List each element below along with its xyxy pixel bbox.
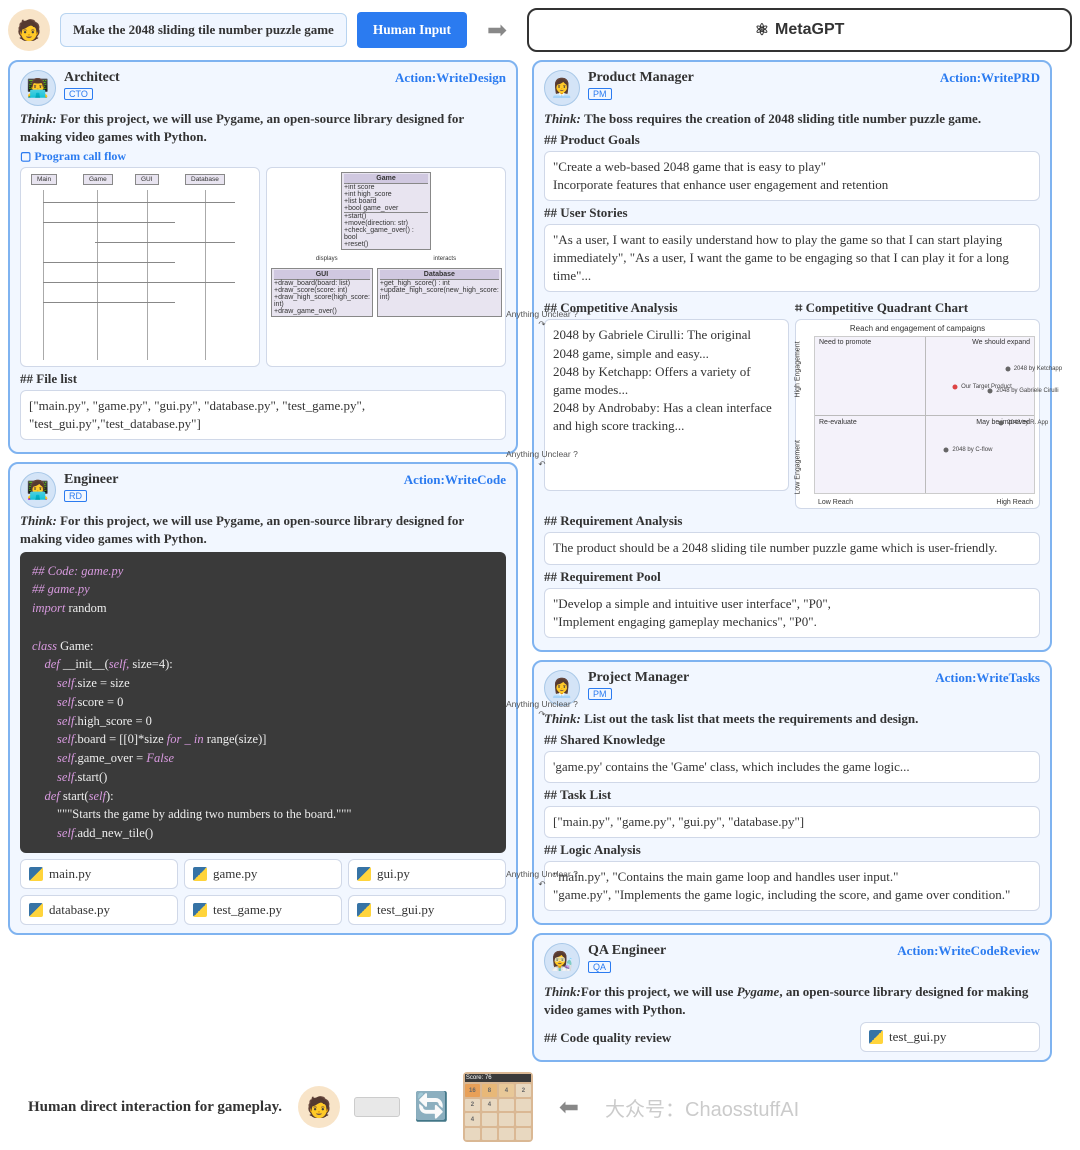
pm-think: Think: The boss requires the creation of… [544,110,1040,128]
human-avatar: 🧑 [8,9,50,51]
engineer-files: main.py game.py gui.py database.py test_… [20,859,506,925]
projm-name: Project Manager [588,670,689,686]
goals-box: "Create a web-based 2048 game that is ea… [544,151,1040,201]
refresh-icon: 🔄 [414,1090,449,1124]
keyboard-icon [354,1097,400,1117]
engineer-action: Action:WriteCode [404,472,506,488]
python-icon [29,867,43,881]
infinity-icon: ⚛ [755,20,769,40]
file-chip[interactable]: database.py [20,895,178,925]
python-icon [357,903,371,917]
python-icon [29,903,43,917]
bottom-caption: Human direct interaction for gameplay. [28,1099,282,1116]
file-chip[interactable]: test_game.py [184,895,342,925]
engineer-card: 👩‍💻 Engineer RD Action:WriteCode Think: … [8,462,518,934]
qa-avatar: 👩‍🔬 [544,943,580,979]
qa-action: Action:WriteCodeReview [897,943,1040,959]
python-icon [193,903,207,917]
qa-file-chip[interactable]: test_gui.py [860,1022,1040,1052]
main-layout: 👨‍💻 Architect CTO Action:WriteDesign Thi… [8,60,1072,1062]
comp-heading: ## Competitive Analysis [544,300,789,316]
file-chip[interactable]: main.py [20,859,178,889]
code-block: ## Code: game.py ## game.py import rando… [20,552,506,853]
quality-heading: ## Code quality review [544,1030,852,1046]
filelist-heading: ## File list [20,371,506,387]
arrow-to-metagpt-icon: ➡ [487,16,507,45]
task-box: ["main.py", "game.py", "gui.py", "databa… [544,806,1040,838]
pm-name: Product Manager [588,70,694,86]
shared-heading: ## Shared Knowledge [544,732,1040,748]
architect-card: 👨‍💻 Architect CTO Action:WriteDesign Thi… [8,60,518,454]
game-preview: Score: 76 16 8 4 2 2 4 4 [463,1072,533,1142]
qa-badge: QA [588,961,611,973]
qa-name: QA Engineer [588,943,666,959]
engineer-badge: RD [64,490,87,502]
req-heading: ## Requirement Analysis [544,513,1040,529]
architect-think: Think: For this project, we will use Pyg… [20,110,506,145]
file-chip[interactable]: test_gui.py [348,895,506,925]
arrow-left-icon: ⬅ [559,1093,579,1122]
metagpt-brand-box: ⚛ MetaGPT [527,8,1072,52]
class-diagram: Game +int score +int high_score +list bo… [266,167,506,367]
stories-heading: ## User Stories [544,205,1040,221]
sequence-diagram: Main Game GUI Database [20,167,260,367]
pool-heading: ## Requirement Pool [544,569,1040,585]
seq-actor: Game [83,174,113,185]
brand-label: MetaGPT [775,21,844,39]
python-icon [193,867,207,881]
req-box: The product should be a 2048 sliding til… [544,532,1040,564]
file-chip[interactable]: game.py [184,859,342,889]
engineer-avatar: 👩‍💻 [20,472,56,508]
python-icon [869,1030,883,1044]
seq-actor: GUI [135,174,159,185]
python-icon [357,867,371,881]
architect-action: Action:WriteDesign [395,70,506,86]
architect-avatar: 👨‍💻 [20,70,56,106]
file-chip[interactable]: gui.py [348,859,506,889]
projm-avatar: 👩‍💼 [544,670,580,706]
qa-think: Think:For this project, we will use Pyga… [544,983,1040,1018]
bottom-row: Human direct interaction for gameplay. 🧑… [8,1072,1072,1142]
engineer-think: Think: For this project, we will use Pyg… [20,512,506,547]
projm-badge: PM [588,688,612,700]
logic-box: "main.py", "Contains the main game loop … [544,861,1040,911]
architect-name: Architect [64,70,120,86]
top-row: 🧑 Make the 2048 sliding tile number puzz… [8,8,1072,52]
pm-action: Action:WritePRD [940,70,1040,86]
seq-actor: Main [31,174,57,185]
projm-action: Action:WriteTasks [935,670,1040,686]
seq-actor: Database [185,174,225,185]
projm-think: Think: List out the task list that meets… [544,710,1040,728]
human-speech-bubble: Make the 2048 sliding tile number puzzle… [60,13,347,47]
pool-box: "Develop a simple and intuitive user int… [544,588,1040,638]
human-avatar-bottom: 🧑 [298,1086,340,1128]
architect-diagrams: Main Game GUI Database [20,167,506,367]
right-column: 👩‍💼 Product Manager PM Action:WritePRD T… [532,60,1052,1062]
task-heading: ## Task List [544,787,1040,803]
pm-badge: PM [588,88,612,100]
architect-badge: CTO [64,88,93,100]
program-flow-heading: ▢ Program call flow [20,149,506,164]
filelist-box: ["main.py", "game.py", "gui.py", "databa… [20,390,506,440]
left-column: 👨‍💻 Architect CTO Action:WriteDesign Thi… [8,60,518,1062]
quad-heading: ⌗ Competitive Quadrant Chart [795,300,1040,316]
product-manager-card: 👩‍💼 Product Manager PM Action:WritePRD T… [532,60,1052,652]
shared-box: 'game.py' contains the 'Game' class, whi… [544,751,1040,783]
watermark: 大众号：ChaosstuffAI [605,1093,799,1122]
project-manager-card: 👩‍💼 Project Manager PM Action:WriteTasks… [532,660,1052,925]
goals-heading: ## Product Goals [544,132,1040,148]
logic-heading: ## Logic Analysis [544,842,1040,858]
engineer-name: Engineer [64,472,118,488]
pm-avatar: 👩‍💼 [544,70,580,106]
stories-box: "As a user, I want to easily understand … [544,224,1040,293]
comp-box: 2048 by Gabriele Cirulli: The original 2… [544,319,789,491]
human-input-button[interactable]: Human Input [357,12,467,48]
qa-engineer-card: 👩‍🔬 QA Engineer QA Action:WriteCodeRevie… [532,933,1052,1062]
quadrant-chart: Reach and engagement of campaigns Need t… [795,319,1040,509]
